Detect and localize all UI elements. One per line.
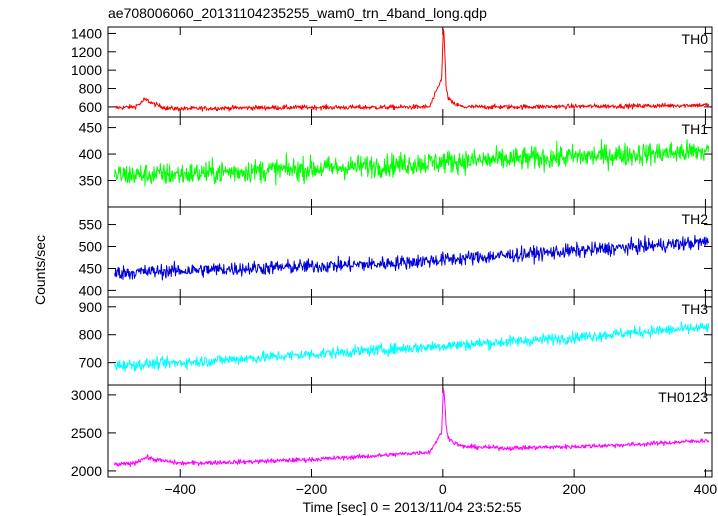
y-tick-label: 450 (79, 260, 103, 276)
panel-th3: 700 800 900 TH3 (79, 296, 713, 386)
y-tick-label: 350 (79, 173, 103, 189)
series-line-th2 (114, 234, 710, 281)
y-tick-label: 1000 (71, 62, 102, 78)
panel-label: TH0 (682, 31, 709, 47)
panel-th1: 350 400 450 TH1 (79, 116, 713, 208)
x-tick-label: 200 (562, 481, 586, 497)
y-tick-label: 1200 (71, 44, 102, 60)
y-tick-label: 500 (79, 239, 103, 255)
panel-label: TH1 (682, 121, 709, 137)
y-tick-label: 450 (79, 120, 103, 136)
series-line-th0 (114, 29, 710, 112)
x-tick-labels: −400 −200 0 200 400 (164, 481, 717, 497)
y-tick-label: 2500 (71, 425, 102, 441)
y-tick-label: 900 (79, 299, 103, 315)
x-tick-label: 0 (439, 481, 447, 497)
panel-label: TH0123 (658, 389, 708, 405)
y-tick-label: 800 (79, 81, 103, 97)
y-tick-label: 550 (79, 217, 103, 233)
panel-frame (107, 296, 713, 386)
panel-th0: 600 800 1000 1200 1400 TH0 (71, 25, 713, 118)
panel-frame (107, 26, 713, 118)
panels-group: 600 800 1000 1200 1400 TH0 350 400 450 TH1 400 450 5… (71, 25, 713, 479)
series-line-th1 (114, 138, 710, 187)
panel-frame (107, 206, 713, 298)
panel-label: TH3 (682, 301, 709, 317)
y-tick-label: 1400 (71, 25, 102, 41)
panel-th0123: 2000 2500 3000 TH0123 (71, 384, 713, 479)
x-tick-label: −200 (296, 481, 328, 497)
y-tick-label: 600 (79, 99, 103, 115)
chart-title: ae708006060_20131104235255_wam0_trn_4ban… (108, 5, 487, 21)
panel-frame (107, 384, 713, 478)
y-tick-label: 800 (79, 327, 103, 343)
panel-th2: 400 450 500 550 TH2 (79, 206, 713, 298)
y-tick-label: 3000 (71, 387, 102, 403)
y-tick-label: 2000 (71, 463, 102, 479)
x-tick-label: −400 (164, 481, 196, 497)
series-line-th0123 (114, 388, 710, 467)
series-line-th3 (114, 321, 710, 372)
y-tick-label: 400 (79, 282, 103, 298)
y-axis-label: Counts/sec (32, 235, 48, 305)
y-tick-label: 400 (79, 146, 103, 162)
panel-label: TH2 (682, 211, 709, 227)
y-tick-label: 700 (79, 355, 103, 371)
x-axis-label: Time [sec] 0 = 2013/11/04 23:52:55 (302, 499, 521, 515)
x-tick-label: 400 (694, 481, 718, 497)
